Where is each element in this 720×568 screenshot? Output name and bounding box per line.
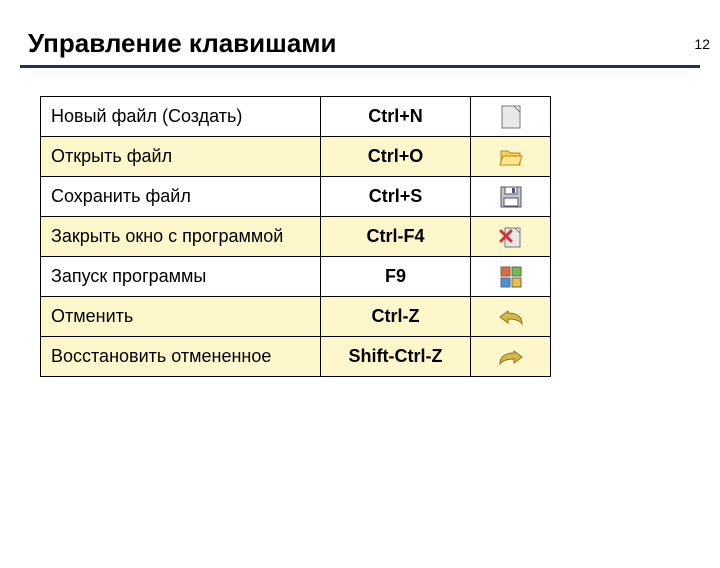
shortcut-cell: Ctrl+S xyxy=(321,177,471,217)
shortcut-cell: Shift-Ctrl-Z xyxy=(321,337,471,377)
shortcut-cell: F9 xyxy=(321,257,471,297)
shortcut-cell: Ctrl-Z xyxy=(321,297,471,337)
page-title: Управление клавишами xyxy=(28,28,720,59)
close-icon xyxy=(471,217,551,257)
table-row: Сохранить файлCtrl+S xyxy=(41,177,551,217)
redo-icon xyxy=(471,337,551,377)
action-cell: Открыть файл xyxy=(41,137,321,177)
table-row: Открыть файлCtrl+O xyxy=(41,137,551,177)
new-file-icon xyxy=(471,97,551,137)
save-icon xyxy=(471,177,551,217)
shortcuts-table: Новый файл (Создать)Ctrl+N Открыть файлC… xyxy=(40,96,551,377)
action-cell: Новый файл (Создать) xyxy=(41,97,321,137)
table-row: Новый файл (Создать)Ctrl+N xyxy=(41,97,551,137)
shortcut-cell: Ctrl+N xyxy=(321,97,471,137)
shortcut-cell: Ctrl+O xyxy=(321,137,471,177)
open-file-icon xyxy=(471,137,551,177)
run-icon xyxy=(471,257,551,297)
action-cell: Закрыть окно с программой xyxy=(41,217,321,257)
table-row: Восстановить отмененноеShift-Ctrl-Z xyxy=(41,337,551,377)
undo-icon xyxy=(471,297,551,337)
page-number: 12 xyxy=(694,36,710,52)
table-row: ОтменитьCtrl-Z xyxy=(41,297,551,337)
action-cell: Отменить xyxy=(41,297,321,337)
action-cell: Сохранить файл xyxy=(41,177,321,217)
shortcut-cell: Ctrl-F4 xyxy=(321,217,471,257)
table-row: Закрыть окно с программойCtrl-F4 xyxy=(41,217,551,257)
action-cell: Восстановить отмененное xyxy=(41,337,321,377)
action-cell: Запуск программы xyxy=(41,257,321,297)
table-row: Запуск программыF9 xyxy=(41,257,551,297)
title-rule xyxy=(20,65,700,68)
